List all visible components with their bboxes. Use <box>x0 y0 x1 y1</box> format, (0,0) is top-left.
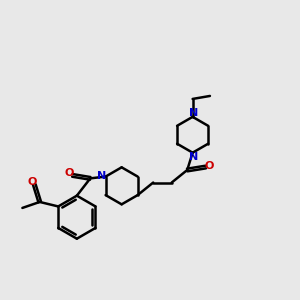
Text: O: O <box>64 168 74 178</box>
Text: O: O <box>205 160 214 170</box>
Text: O: O <box>27 177 37 187</box>
Text: N: N <box>97 171 106 181</box>
Text: N: N <box>190 108 199 118</box>
Text: N: N <box>190 152 199 162</box>
